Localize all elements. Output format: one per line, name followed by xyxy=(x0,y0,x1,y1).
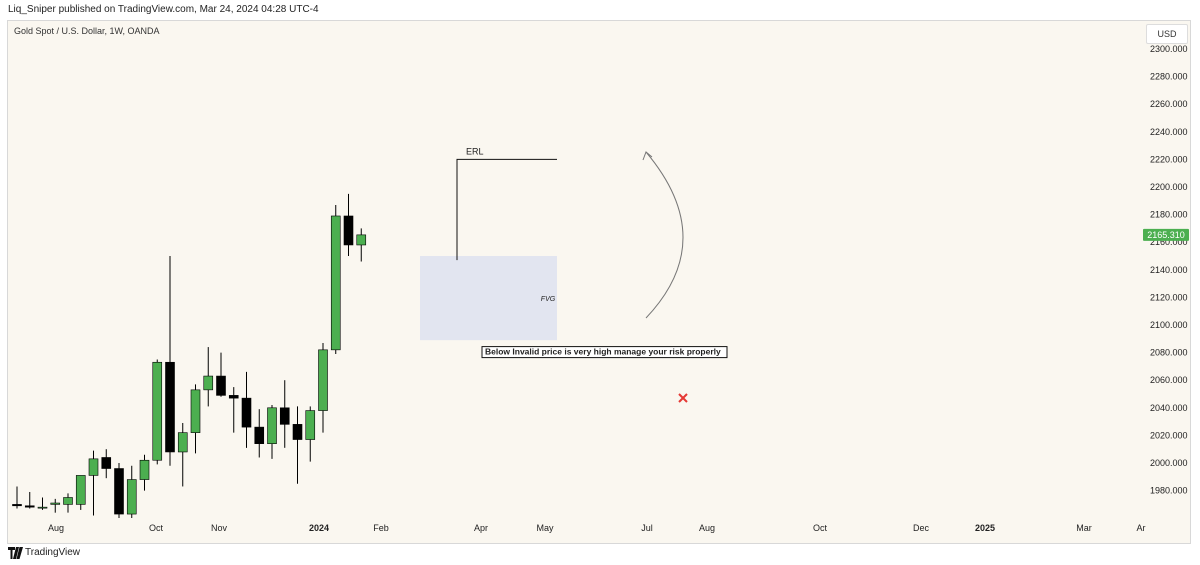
y-tick-label: 2180.000 xyxy=(1150,210,1188,220)
bullish-candle[interactable] xyxy=(356,234,367,246)
last-price-badge xyxy=(1143,228,1189,241)
bullish-candle[interactable] xyxy=(75,475,86,505)
y-tick-label: 2100.000 xyxy=(1150,320,1188,330)
x-tick-label: Aug xyxy=(699,523,715,533)
y-tick-label: 2080.000 xyxy=(1150,348,1188,358)
y-tick-label: 2120.000 xyxy=(1150,292,1188,302)
bullish-candle[interactable] xyxy=(203,375,214,391)
y-tick-label: 2020.000 xyxy=(1150,430,1188,440)
bearish-candle[interactable] xyxy=(292,424,303,440)
bullish-candle[interactable] xyxy=(177,432,188,453)
y-tick-label: 2000.000 xyxy=(1150,458,1188,468)
x-tick-label: Feb xyxy=(373,523,389,533)
bearish-candle[interactable] xyxy=(241,397,252,428)
y-tick-label: 2300.000 xyxy=(1150,44,1188,54)
y-tick-label: 2200.000 xyxy=(1150,182,1188,192)
bullish-candle[interactable] xyxy=(37,506,48,509)
x-tick-label: Oct xyxy=(813,523,828,533)
symbol-title: Gold Spot / U.S. Dollar, 1W, OANDA xyxy=(14,26,160,36)
x-tick-label: Dec xyxy=(913,523,930,533)
tradingview-logo-icon[interactable] xyxy=(8,547,23,559)
y-tick-label: 1980.000 xyxy=(1150,486,1188,496)
bearish-candle[interactable] xyxy=(24,505,35,508)
last-price-label: 2165.310 xyxy=(1147,230,1185,240)
y-tick-label: 2040.000 xyxy=(1150,403,1188,413)
bullish-candle[interactable] xyxy=(267,407,277,444)
bearish-candle[interactable] xyxy=(254,426,265,444)
x-mark-icon xyxy=(678,393,688,403)
y-tick-label: 2060.000 xyxy=(1150,375,1188,385)
candles-group xyxy=(12,193,367,518)
y-tick-label: 2220.000 xyxy=(1150,154,1188,164)
bullish-candle[interactable] xyxy=(305,410,316,440)
warning-label: Below Invalid price is very high manage … xyxy=(485,347,721,357)
bullish-candle[interactable] xyxy=(152,361,163,461)
x-tick-label: Aug xyxy=(48,523,64,533)
y-tick-label: 2160.000 xyxy=(1150,237,1188,247)
x-tick-label: Apr xyxy=(474,523,488,533)
bullish-candle[interactable] xyxy=(126,479,137,515)
y-tick-label: 2240.000 xyxy=(1150,127,1188,137)
footer xyxy=(0,544,1200,565)
bullish-candle[interactable] xyxy=(190,389,201,433)
bullish-candle[interactable] xyxy=(50,502,61,505)
bearish-candle[interactable] xyxy=(165,361,175,453)
publish-header: Liq_Sniper published on TradingView.com,… xyxy=(0,0,1200,20)
bullish-candle[interactable] xyxy=(63,497,73,505)
bearish-candle[interactable] xyxy=(101,457,112,469)
fvg-label: FVG xyxy=(541,296,556,303)
bearish-candle[interactable] xyxy=(279,407,290,425)
y-tick-label: 2140.000 xyxy=(1150,265,1188,275)
x-tick-label: Oct xyxy=(149,523,164,533)
bullish-candle[interactable] xyxy=(139,459,150,480)
x-tick-label: Ar xyxy=(1137,523,1146,533)
x-tick-label: May xyxy=(536,523,554,533)
bearish-candle[interactable] xyxy=(216,375,226,396)
y-tick-label: 2260.000 xyxy=(1150,99,1188,109)
erl-line[interactable] xyxy=(456,158,557,261)
bullish-candle[interactable] xyxy=(330,215,341,351)
bearish-candle[interactable] xyxy=(343,215,354,246)
chart-pane[interactable] xyxy=(7,20,1191,544)
x-tick-label: Nov xyxy=(211,523,228,533)
bearish-candle[interactable] xyxy=(228,395,239,399)
x-tick-label: 2025 xyxy=(975,523,995,533)
bearish-candle[interactable] xyxy=(12,504,22,507)
y-tick-label: 2280.000 xyxy=(1150,72,1188,82)
x-tick-label: Mar xyxy=(1076,523,1092,533)
currency-button[interactable]: USD xyxy=(1146,24,1188,44)
erl-label: ERL xyxy=(466,146,484,156)
publish-info: Liq_Sniper published on TradingView.com,… xyxy=(8,4,319,15)
x-tick-label: 2024 xyxy=(309,523,329,533)
fvg-zone[interactable] xyxy=(420,256,557,341)
arrow-head-icon xyxy=(642,151,653,161)
bullish-candle[interactable] xyxy=(318,349,328,411)
curved-arrow[interactable] xyxy=(645,151,684,319)
bearish-candle[interactable] xyxy=(114,468,124,515)
warning-box[interactable] xyxy=(481,346,728,359)
x-tick-label: Jul xyxy=(641,523,653,533)
tradingview-brand[interactable]: TradingView xyxy=(25,547,81,558)
bullish-candle[interactable] xyxy=(88,458,99,476)
